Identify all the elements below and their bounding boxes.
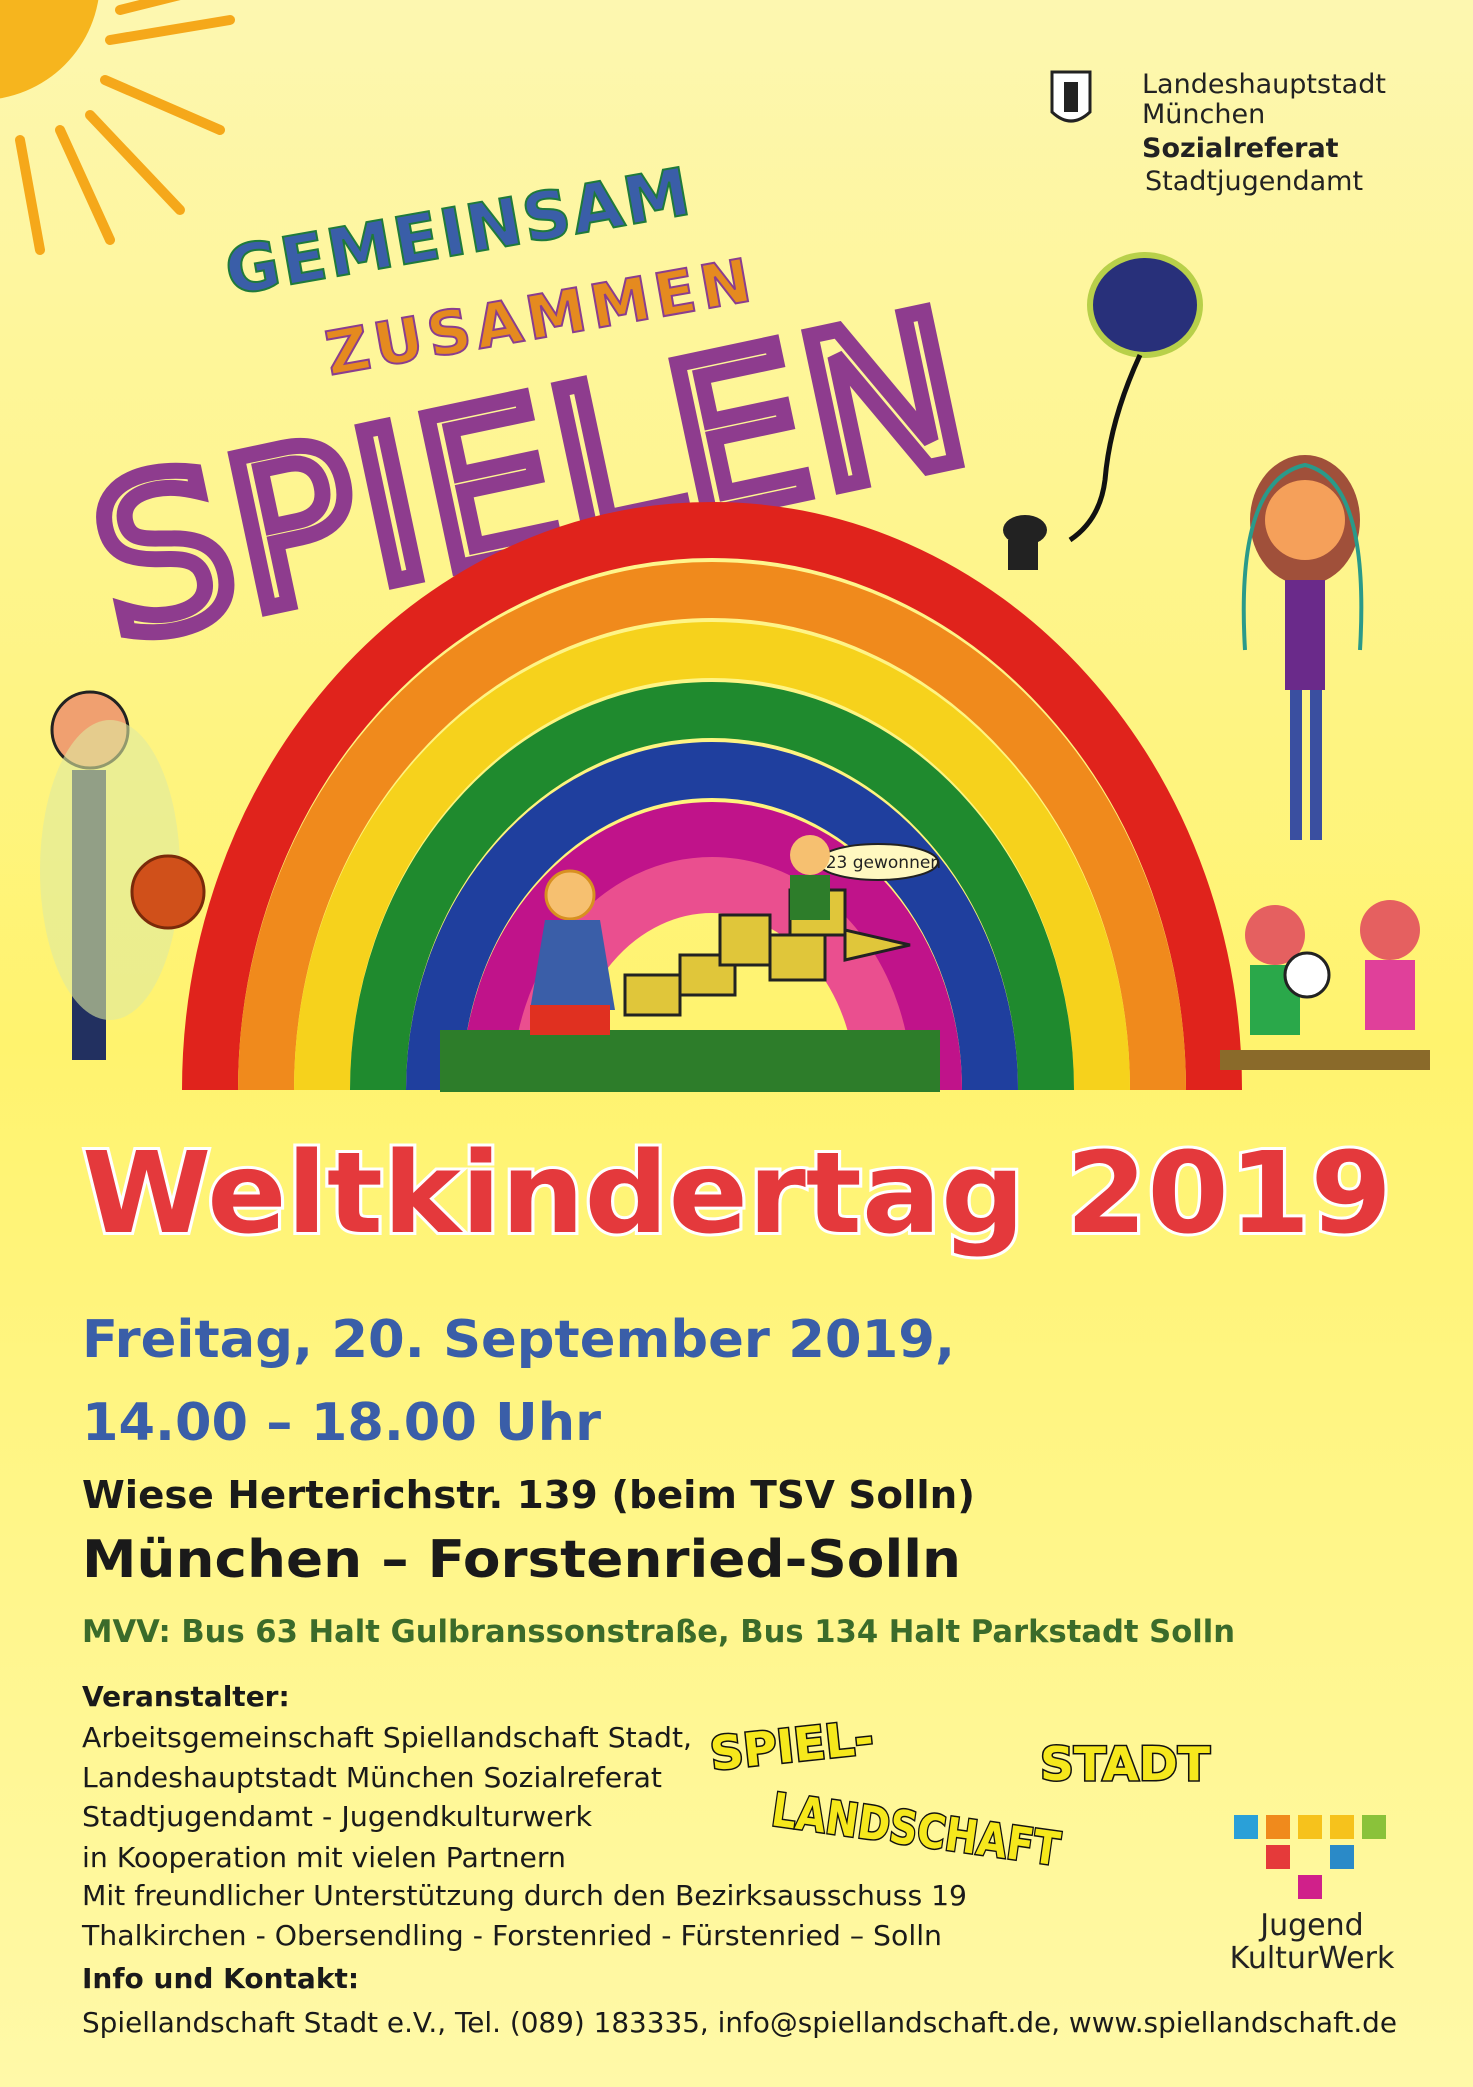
hopscotch-part <box>623 973 682 1017</box>
rainbow-part <box>462 802 962 1091</box>
child-standing <box>790 835 830 920</box>
child-standing-part <box>790 875 830 920</box>
district: München – Forstenried-Solln <box>82 1530 961 1590</box>
contact-text: Spiellandschaft Stadt e.V., Tel. (089) 1… <box>82 2006 1397 2039</box>
jkw-squares-part <box>1266 1845 1290 1869</box>
sun-part-part <box>85 110 185 215</box>
logo-text: Stadtjugendamt <box>1145 166 1363 197</box>
jkw-squares-part <box>1234 1815 1258 1839</box>
grass <box>440 1030 940 1092</box>
organizer-line: Mit freundlicher Unterstützung durch den… <box>82 1879 967 1912</box>
jkw-squares-part <box>1362 1815 1386 1839</box>
partner-logo-text: Jugend <box>1258 1908 1363 1943</box>
rainbow-part <box>238 562 1186 1091</box>
child-right-part <box>1290 690 1302 840</box>
child-standing-part <box>790 835 830 875</box>
organizer-line: Landeshauptstadt München Sozialreferat <box>82 1761 662 1794</box>
organizer-heading: Veranstalter: <box>82 1680 290 1713</box>
organizer-line: in Kooperation mit vielen Partnern <box>82 1841 566 1874</box>
dog <box>1003 515 1047 570</box>
rainbow-part <box>182 502 1242 1091</box>
children-ball-part <box>1360 900 1420 960</box>
child-left-part <box>40 720 180 1020</box>
child-girl-part <box>530 1005 610 1035</box>
organizer-line: Stadtjugendamt - Jugendkulturwerk <box>82 1800 593 1833</box>
speech-bubble-text: 123 gewonnen <box>815 853 941 873</box>
hopscotch-part <box>843 928 911 962</box>
logo-text: München <box>1142 99 1265 130</box>
child-left-part <box>130 854 206 930</box>
child-girl-part <box>544 869 596 921</box>
sun-part <box>15 0 235 255</box>
city-logo-part <box>1064 82 1078 112</box>
logo-text: Sozialreferat <box>1142 133 1339 164</box>
organizer-line: Arbeitsgemeinschaft Spiellandschaft Stad… <box>82 1721 692 1754</box>
logo-text: Landeshauptstadt <box>1142 69 1386 100</box>
jkw-squares-part <box>1298 1875 1322 1899</box>
dog-part <box>1008 540 1038 570</box>
sun-part-part <box>55 125 115 245</box>
hopscotch-part <box>768 933 827 982</box>
title: Weltkindertag 2019 <box>82 1129 1392 1259</box>
child-girl-part <box>530 920 615 1010</box>
child-right-part <box>1285 580 1325 690</box>
balloon <box>1087 252 1203 358</box>
child-right-part <box>1310 690 1322 840</box>
sun-part-part <box>105 15 235 45</box>
poster-part: Landeshauptstadt München Sozialreferat S… <box>1142 69 1386 197</box>
sun-part-part <box>115 0 181 15</box>
time: 14.00 – 18.00 Uhr <box>82 1393 601 1453</box>
child-right-part <box>1265 480 1345 560</box>
child-girl <box>530 869 615 1035</box>
ground <box>1220 1050 1430 1070</box>
jkw-squares <box>1234 1815 1386 1899</box>
date: Freitag, 20. September 2019, <box>82 1310 955 1370</box>
speech-bubble: 123 gewonnen <box>815 843 941 881</box>
child-right <box>1241 455 1364 840</box>
children-ball-part <box>1283 951 1331 999</box>
jkw-squares-part <box>1330 1845 1354 1869</box>
organizer-line: Thalkirchen - Obersendling - Forstenried… <box>81 1919 942 1952</box>
partner-logo-text: KulturWerk <box>1230 1941 1395 1976</box>
jkw-squares-part <box>1298 1815 1322 1839</box>
children-ball-part <box>1245 905 1305 965</box>
rainbow <box>182 502 1242 1091</box>
rainbow-part <box>294 622 1130 1091</box>
children-ball-part <box>1365 960 1415 1030</box>
rainbow-part <box>406 742 1018 1091</box>
transit: MVV: Bus 63 Halt Gulbranssonstraße, Bus … <box>82 1614 1235 1650</box>
child-left <box>40 690 206 1060</box>
address: Wiese Herterichstr. 139 (beim TSV Solln) <box>82 1473 975 1517</box>
partner-logo-text: STADT <box>1040 1737 1211 1791</box>
rainbow-part <box>350 682 1074 1091</box>
city-logo <box>1050 70 1092 123</box>
sun-part-part <box>100 75 225 135</box>
balloon-string <box>1068 353 1143 543</box>
poster-part: Arbeitsgemeinschaft Spiellandschaft Stad… <box>81 1721 967 1952</box>
sun-part-part <box>15 135 45 255</box>
dog-part <box>1003 515 1047 545</box>
jkw-squares-part <box>1266 1815 1290 1839</box>
jkw-squares-part <box>1330 1815 1354 1839</box>
children-ball <box>1245 900 1420 1035</box>
sun-part <box>0 0 99 99</box>
child-right-part <box>1241 462 1364 651</box>
sun <box>0 0 235 255</box>
contact-heading: Info und Kontakt: <box>82 1962 359 1995</box>
hopscotch-part <box>718 913 772 967</box>
